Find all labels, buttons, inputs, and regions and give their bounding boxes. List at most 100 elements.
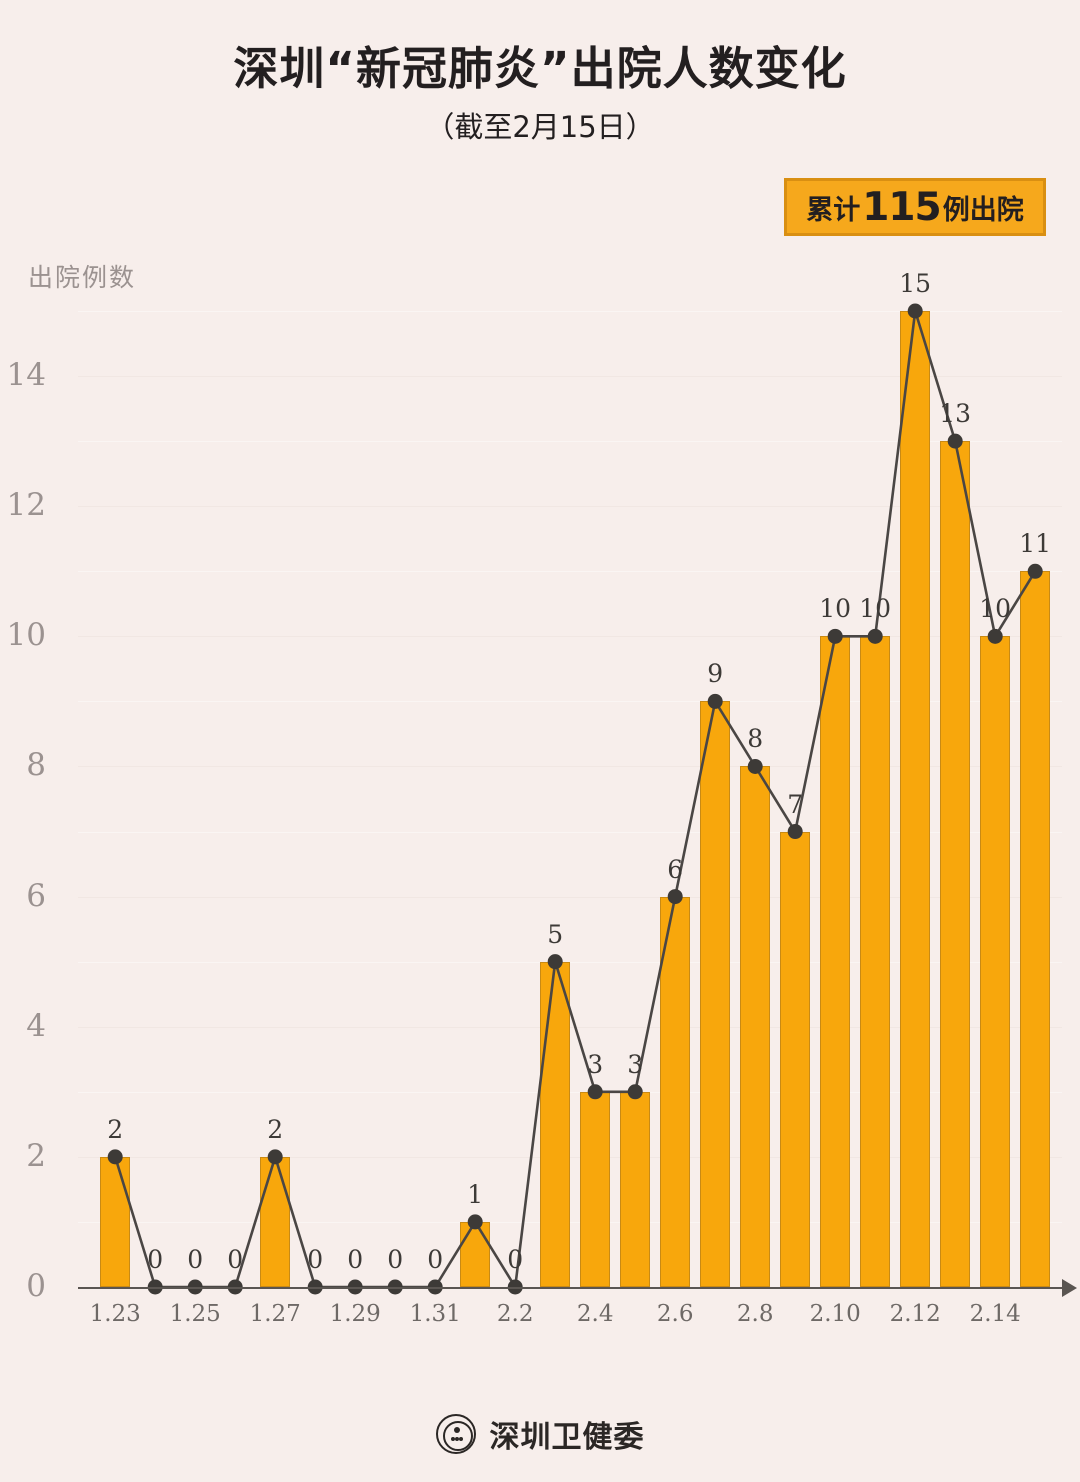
chart-plot-area: 0 2 4 6 8 10 12 14 2 0 0 0 2 0 0 0 0 1 0 5 3 3 6 9 8 7 10 10 15 13 10… xyxy=(7,269,1077,1327)
bar-value-label: 6 xyxy=(667,854,684,884)
bar-value-label: 0 xyxy=(227,1245,244,1274)
page-subtitle: （截至2月15日） xyxy=(425,110,655,144)
bar-value-label: 13 xyxy=(939,399,972,429)
data-point-marker xyxy=(467,1214,483,1230)
line-series-overlay xyxy=(107,303,1043,1295)
y-axis-tick-label: 10 xyxy=(6,617,46,654)
bar-value-label: 11 xyxy=(1019,529,1052,559)
bar-value-label: 10 xyxy=(819,594,852,624)
x-axis-arrow-icon xyxy=(1062,1279,1077,1297)
footer-org-name: 深圳卫健委 xyxy=(489,1420,645,1455)
y-axis-title: 出院例数 xyxy=(28,263,137,292)
bar-value-label: 5 xyxy=(547,919,564,949)
cumulative-discharged-badge: 累计 115 例出院 xyxy=(784,178,1046,236)
bar-value-label: 0 xyxy=(507,1245,524,1274)
x-axis-tick-label: 2.10 xyxy=(809,1301,861,1327)
bar-value-label: 9 xyxy=(707,659,724,689)
data-point-marker xyxy=(987,628,1003,644)
data-point-marker xyxy=(267,1149,283,1165)
data-point-marker xyxy=(547,954,563,970)
shenzhen-health-commission-logo-icon xyxy=(435,1414,476,1454)
bar xyxy=(860,636,891,1287)
bar xyxy=(620,1091,651,1287)
data-point-marker xyxy=(747,758,763,774)
x-axis-tick-label: 1.27 xyxy=(249,1301,301,1327)
bar xyxy=(980,636,1011,1287)
x-axis-line xyxy=(78,1287,1062,1289)
x-axis-tick-label: 2.2 xyxy=(496,1301,534,1327)
x-axis-tick-label: 1.25 xyxy=(169,1301,221,1327)
bar-value-label: 2 xyxy=(267,1114,284,1144)
bar-value-label: 0 xyxy=(427,1245,444,1274)
gridline xyxy=(78,831,1062,833)
badge-number: 115 xyxy=(862,184,941,230)
x-axis-tick-label: 2.14 xyxy=(969,1301,1021,1327)
data-point-marker xyxy=(947,433,963,449)
data-point-marker xyxy=(827,628,843,644)
y-axis-tick-label: 2 xyxy=(26,1137,46,1174)
trend-line xyxy=(113,309,1037,1289)
bar xyxy=(900,311,931,1287)
page-title: 深圳“新冠肺炎”出院人数变化 xyxy=(233,42,847,95)
gridline xyxy=(78,376,1062,378)
bar-value-label: 8 xyxy=(747,724,764,754)
x-axis-tick-label: 2.4 xyxy=(576,1301,614,1327)
footer: 深圳卫健委 xyxy=(0,1412,1080,1456)
data-point-marker xyxy=(627,1084,643,1100)
bar-value-label: 3 xyxy=(627,1049,644,1079)
x-axis-tick-label: 1.23 xyxy=(89,1301,141,1327)
bar xyxy=(740,766,771,1287)
x-axis-tick-label: 2.12 xyxy=(889,1301,941,1327)
bar xyxy=(940,441,971,1287)
bar-value-label: 0 xyxy=(307,1245,324,1274)
bar-value-label: 0 xyxy=(187,1245,204,1274)
data-point-marker xyxy=(667,889,683,905)
data-point-marker xyxy=(707,693,723,709)
gridline xyxy=(78,701,1062,703)
badge-prefix-label: 累计 xyxy=(806,194,861,226)
gridline xyxy=(78,636,1062,638)
gridline xyxy=(78,896,1062,898)
data-point-marker xyxy=(107,1149,123,1165)
gridline xyxy=(78,441,1062,443)
badge-suffix-label: 例出院 xyxy=(942,194,1024,226)
gridline xyxy=(78,766,1062,768)
bar xyxy=(700,701,731,1287)
x-axis-tick-label: 2.6 xyxy=(656,1301,694,1327)
bar xyxy=(660,896,691,1287)
gridline xyxy=(78,506,1062,508)
bar xyxy=(820,636,851,1287)
bar-value-label: 10 xyxy=(859,594,892,624)
data-point-marker xyxy=(787,824,803,840)
data-point-marker xyxy=(907,303,923,319)
bar-value-label: 7 xyxy=(787,789,804,819)
bar xyxy=(100,1156,131,1287)
bar-value-label: 15 xyxy=(899,269,932,298)
bar xyxy=(460,1221,491,1287)
gridline xyxy=(78,571,1062,573)
y-axis-tick-label: 4 xyxy=(26,1007,46,1044)
bar xyxy=(1020,571,1051,1287)
bar-value-label: 0 xyxy=(347,1245,364,1274)
y-axis-tick-label: 8 xyxy=(26,747,46,784)
data-point-marker xyxy=(587,1084,603,1100)
data-point-marker xyxy=(1027,563,1043,579)
bar-value-label: 1 xyxy=(467,1179,484,1209)
x-axis-tick-label: 1.29 xyxy=(329,1301,381,1327)
bar-value-label: 3 xyxy=(587,1049,604,1079)
bar-value-label: 0 xyxy=(147,1245,164,1274)
gridline xyxy=(78,311,1062,312)
bar-value-label: 0 xyxy=(387,1245,404,1274)
bar-value-label: 2 xyxy=(107,1114,124,1144)
y-axis-tick-label: 12 xyxy=(6,487,46,524)
bar-value-label: 10 xyxy=(979,594,1012,624)
x-axis-tick-label: 1.31 xyxy=(409,1301,461,1327)
bar xyxy=(780,831,811,1287)
x-axis-tick-label: 2.8 xyxy=(736,1301,774,1327)
bar xyxy=(260,1156,291,1287)
y-axis-tick-label: 6 xyxy=(26,877,46,914)
bar xyxy=(580,1091,611,1287)
y-axis-tick-label: 0 xyxy=(26,1268,46,1304)
y-axis-tick-label: 14 xyxy=(6,357,46,394)
